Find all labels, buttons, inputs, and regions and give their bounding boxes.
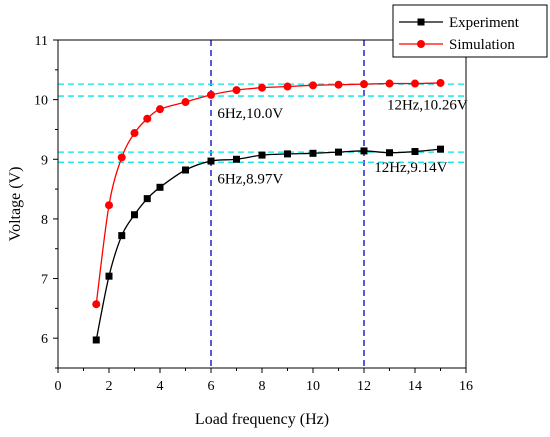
data-point — [118, 232, 126, 240]
data-point — [181, 98, 190, 107]
x-tick-label: 16 — [459, 379, 473, 394]
x-tick-label: 10 — [306, 379, 320, 394]
y-tick-label: 6 — [41, 332, 48, 347]
annotation-label: 12Hz,10.26V — [387, 97, 468, 113]
y-tick-label: 9 — [41, 153, 48, 168]
data-point — [156, 105, 164, 114]
data-point — [258, 151, 266, 159]
data-point — [309, 81, 317, 90]
data-point — [92, 336, 100, 344]
data-point — [334, 80, 343, 89]
data-point — [386, 149, 393, 157]
legend-marker — [417, 40, 425, 48]
axis-ticks: 0 2 4 6 8 10 12 14 16 6 7 8 9 10 11 — [34, 34, 473, 394]
data-point — [284, 150, 291, 158]
legend-label: Experiment — [449, 15, 520, 31]
data-point — [233, 155, 240, 163]
data-point — [182, 166, 189, 174]
x-tick-label: 2 — [106, 379, 113, 394]
annotations: 6Hz,10.0V 6Hz,8.97V 12Hz,10.26V 12Hz,9.14V — [217, 97, 468, 187]
data-point — [207, 90, 215, 99]
data-point — [360, 80, 368, 89]
annotation-label: 6Hz,8.97V — [217, 171, 283, 187]
data-point — [411, 148, 419, 156]
data-point — [411, 79, 419, 88]
y-tick-label: 7 — [41, 273, 48, 288]
series-layer — [92, 78, 445, 344]
legend: Experiment Simulation — [392, 4, 548, 58]
x-axis-title: Load frequency (Hz) — [195, 411, 329, 428]
data-point — [309, 149, 317, 157]
legend-label: Simulation — [449, 37, 515, 53]
y-tick-label: 8 — [41, 213, 48, 228]
data-point — [92, 300, 101, 309]
annotation-label: 12Hz,9.14V — [374, 160, 447, 176]
y-axis-title: Voltage (V) — [7, 167, 24, 242]
y-tick-label: 10 — [34, 94, 48, 109]
x-tick-label: 12 — [357, 379, 371, 394]
data-point — [143, 195, 151, 203]
x-tick-label: 8 — [259, 379, 266, 394]
annotation-label: 6Hz,10.0V — [217, 106, 283, 122]
y-tick-label: 11 — [35, 34, 48, 49]
data-point — [258, 83, 266, 92]
data-point — [207, 157, 215, 165]
data-point — [105, 272, 113, 280]
x-tick-label: 6 — [208, 379, 215, 394]
data-point — [156, 183, 164, 191]
data-point — [130, 129, 139, 138]
legend-marker — [417, 18, 425, 26]
legend-box — [392, 4, 548, 58]
data-point — [131, 211, 138, 219]
x-tick-label: 4 — [157, 379, 164, 394]
data-point — [143, 114, 152, 123]
data-point — [360, 147, 368, 155]
data-point — [283, 82, 292, 91]
data-point — [335, 148, 342, 156]
x-tick-label: 14 — [408, 379, 422, 394]
data-point — [232, 86, 241, 95]
data-point — [437, 145, 444, 153]
data-point — [117, 153, 126, 162]
data-point — [385, 79, 394, 88]
data-point — [436, 78, 445, 87]
data-point — [105, 201, 113, 210]
x-tick-label: 0 — [55, 379, 62, 394]
